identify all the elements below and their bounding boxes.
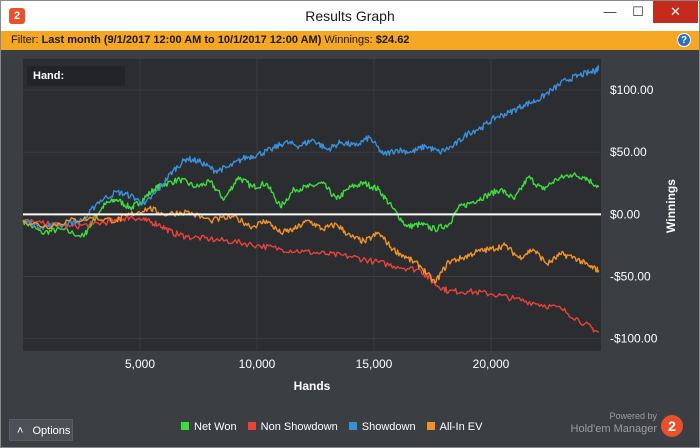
legend-item-showdown[interactable]: Showdown xyxy=(348,421,416,433)
holdem-manager-logo: 2 xyxy=(661,415,683,437)
winnings-value: $24.62 xyxy=(375,34,410,46)
filter-value: Last month (9/1/2017 12:00 AM to 10/1/20… xyxy=(41,34,322,46)
close-button[interactable]: ✕ xyxy=(653,1,698,23)
powered-by: Powered by Hold'em Manager xyxy=(561,411,657,436)
legend-swatch-net-won xyxy=(181,422,189,430)
series-lines xyxy=(22,65,600,333)
y-tick-label: $50.00 xyxy=(610,145,647,159)
powered-by-product: Hold'em Manager xyxy=(570,423,657,435)
winnings-label: Winnings: xyxy=(324,34,373,46)
maximize-button[interactable]: ☐ xyxy=(632,4,644,19)
series-line-net-won xyxy=(22,172,600,238)
options-button[interactable]: ˄ Options xyxy=(9,419,73,441)
y-tick-label: -$50.00 xyxy=(610,269,651,283)
x-tick-label: 5,000 xyxy=(125,357,155,371)
filter-bar[interactable]: Filter: Last month (9/1/2017 12:00 AM to… xyxy=(1,31,699,50)
chevron-up-icon: ˄ xyxy=(17,425,24,437)
y-axis-label: Winnings xyxy=(664,179,678,233)
options-label: Options xyxy=(32,425,71,437)
powered-by-text: Powered by xyxy=(609,411,657,421)
y-tick-label: $0.00 xyxy=(610,207,640,221)
holdem-manager-icon: 2 xyxy=(9,8,25,24)
filter-label: Filter: xyxy=(11,34,39,46)
legend-label: Non Showdown xyxy=(260,421,338,433)
y-tick-labels: $100.00 $50.00 $0.00 -$50.00 -$100.00 xyxy=(610,83,658,346)
x-tick-label: 10,000 xyxy=(239,357,276,371)
legend-label: Showdown xyxy=(361,421,416,433)
x-axis-label: Hands xyxy=(294,379,331,393)
legend-item-all-in-ev[interactable]: All-In EV xyxy=(426,421,483,433)
legend-label: All-In EV xyxy=(439,421,483,433)
help-icon[interactable]: ? xyxy=(677,33,691,47)
legend-swatch-non-showdown xyxy=(247,422,256,430)
x-tick-label: 15,000 xyxy=(356,357,393,371)
legend-item-non-showdown[interactable]: Non Showdown xyxy=(247,421,338,433)
series-line-showdown xyxy=(22,65,600,231)
legend-item-net-won[interactable]: Net Won xyxy=(181,421,237,433)
legend-swatch-showdown xyxy=(348,422,357,430)
legend-label: Net Won xyxy=(194,421,237,433)
legend: Net Won Non Showdown Showdown All-In EV xyxy=(181,421,490,437)
x-tick-label: 20,000 xyxy=(473,357,510,371)
minimize-button[interactable]: — xyxy=(603,4,617,19)
legend-swatch-all-in-ev xyxy=(426,422,435,430)
title-bar[interactable]: 2 Results Graph — ☐ ✕ xyxy=(1,1,699,31)
series-line-all-in-ev xyxy=(22,205,600,284)
y-tick-label: -$100.00 xyxy=(610,332,658,346)
window-title: Results Graph xyxy=(305,8,395,24)
x-tick-labels: 5,000 10,000 15,000 20,000 xyxy=(125,357,510,371)
y-tick-label: $100.00 xyxy=(610,83,654,97)
grid-lines xyxy=(23,59,601,351)
hand-box: Hand: xyxy=(27,66,125,86)
series-line-non-showdown xyxy=(22,214,600,333)
plot-area xyxy=(23,59,601,351)
